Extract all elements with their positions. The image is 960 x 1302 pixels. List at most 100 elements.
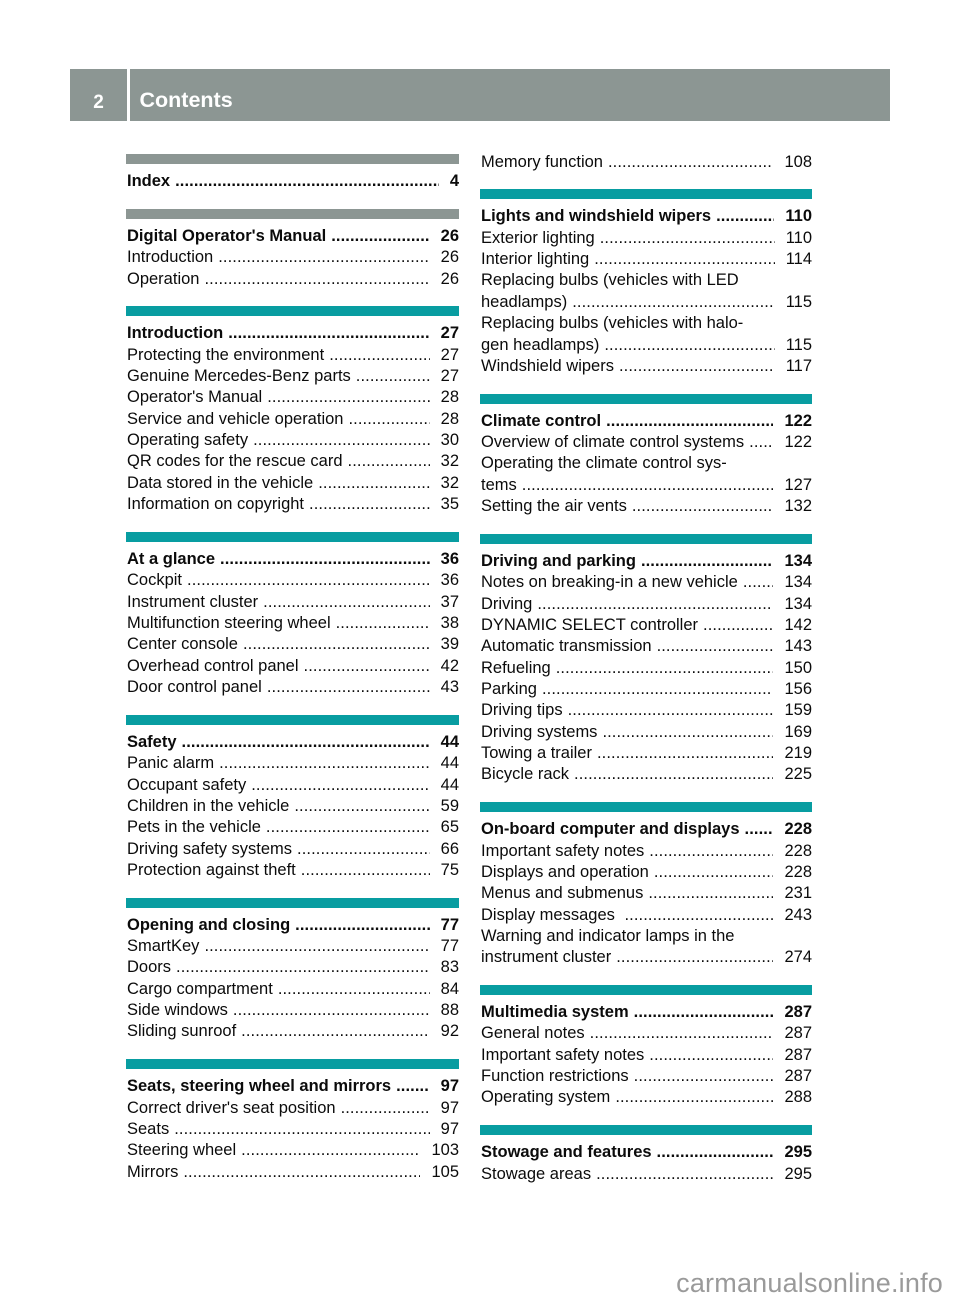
toc-chapter-stowage-and-features[interactable]: Stowage and features....................… xyxy=(480,1142,812,1163)
toc-entry-label: Menus and submenus xyxy=(481,884,644,903)
toc-entry-seats[interactable]: Seats...................................… xyxy=(126,1119,459,1140)
toc-entry-page: 105 xyxy=(431,1162,459,1181)
toc-entry-page: 84 xyxy=(440,979,459,998)
toc-chapter-introduction[interactable]: Introduction............................… xyxy=(126,323,459,344)
toc-section: At a glance.............................… xyxy=(126,531,459,698)
toc-entry-side-windows[interactable]: Side windows............................… xyxy=(126,1000,459,1021)
toc-entry-mirrors[interactable]: Mirrors.................................… xyxy=(126,1162,459,1183)
toc-entry-correct-driver-s-seat-position[interactable]: Correct driver's seat position..........… xyxy=(126,1098,459,1119)
toc-entry-genuine-mercedes-benz-parts[interactable]: Genuine Mercedes-Benz parts.............… xyxy=(126,366,459,387)
toc-chapter-seats-steering-wheel-and-mirrors[interactable]: Seats, steering wheel and mirrors.......… xyxy=(126,1076,459,1097)
toc-entry-instrument-cluster[interactable]: Instrument cluster......................… xyxy=(126,592,459,613)
toc-entry-exterior-lighting[interactable]: Exterior lighting.......................… xyxy=(480,228,812,249)
dot-leader: ........................................… xyxy=(396,1077,430,1096)
toc-entry-operating-the-climate-control-sys-tems[interactable]: Operating the climate control sys-tems..… xyxy=(480,453,812,496)
toc-chapter-digital-operator-s-manual[interactable]: Digital Operator's Manual...............… xyxy=(126,226,459,247)
toc-entry-line: gen headlamps)..........................… xyxy=(480,335,812,356)
toc-chapter-driving-and-parking[interactable]: Driving and parking.....................… xyxy=(480,551,812,572)
toc-entry-general-notes[interactable]: General notes...........................… xyxy=(480,1023,812,1044)
toc-entry-driving-safety-systems[interactable]: Driving safety systems..................… xyxy=(126,839,459,860)
dot-leader: ........................................… xyxy=(181,732,430,751)
toc-entry-driving-tips[interactable]: Driving tips............................… xyxy=(480,700,812,721)
toc-entry-qr-codes-for-the-rescue-card[interactable]: QR codes for the rescue card............… xyxy=(126,451,459,472)
toc-entry-operating-safety[interactable]: Operating safety........................… xyxy=(126,430,459,451)
toc-entry-overhead-control-panel[interactable]: Overhead control panel..................… xyxy=(126,656,459,677)
toc-entry-multifunction-steering-wheel[interactable]: Multifunction steering wheel............… xyxy=(126,613,459,634)
toc-entry-pets-in-the-vehicle[interactable]: Pets in the vehicle.....................… xyxy=(126,817,459,838)
toc-entry-windshield-wipers[interactable]: Windshield wipers.......................… xyxy=(480,356,812,377)
toc-entry-menus-and-submenus[interactable]: Menus and submenus......................… xyxy=(480,883,812,904)
toc-entry-label: Safety xyxy=(127,732,177,751)
toc-entry-display-messages[interactable]: Display messages .......................… xyxy=(480,905,812,926)
toc-entry-line: Instrument cluster......................… xyxy=(126,592,459,613)
toc-entry-important-safety-notes[interactable]: Important safety notes..................… xyxy=(480,841,812,862)
toc-chapter-safety[interactable]: Safety..................................… xyxy=(126,732,459,753)
toc-entry-protecting-the-environment[interactable]: Protecting the environment..............… xyxy=(126,345,459,366)
toc-entry-operator-s-manual[interactable]: Operator's Manual.......................… xyxy=(126,387,459,408)
toc-entry-steering-wheel[interactable]: Steering wheel..........................… xyxy=(126,1140,459,1161)
toc-entry-overview-of-climate-control-systems[interactable]: Overview of climate control systems.....… xyxy=(480,432,812,453)
toc-entry-refueling[interactable]: Refueling...............................… xyxy=(480,658,812,679)
toc-entry-page: 44 xyxy=(440,732,459,751)
toc-entry-interior-lighting[interactable]: Interior lighting.......................… xyxy=(480,249,812,270)
toc-entry-smartkey[interactable]: SmartKey................................… xyxy=(126,936,459,957)
toc-entry-setting-the-air-vents[interactable]: Setting the air vents...................… xyxy=(480,496,812,517)
toc-entry-cargo-compartment[interactable]: Cargo compartment.......................… xyxy=(126,979,459,1000)
toc-entry-panic-alarm[interactable]: Panic alarm.............................… xyxy=(126,753,459,774)
toc-entry-service-and-vehicle-operation[interactable]: Service and vehicle operation...........… xyxy=(126,409,459,430)
toc-chapter-lights-and-windshield-wipers[interactable]: Lights and windshield wipers............… xyxy=(480,206,812,227)
toc-entry-displays-and-operation[interactable]: Displays and operation..................… xyxy=(480,862,812,883)
toc-entry-page: 36 xyxy=(440,549,459,568)
toc-entry-line: Correct driver's seat position..........… xyxy=(126,1098,459,1119)
toc-chapter-opening-and-closing[interactable]: Opening and closing.....................… xyxy=(126,915,459,936)
toc-entry-occupant-safety[interactable]: Occupant safety.........................… xyxy=(126,775,459,796)
toc-entry-data-stored-in-the-vehicle[interactable]: Data stored in the vehicle..............… xyxy=(126,473,459,494)
toc-chapter-index[interactable]: Index...................................… xyxy=(126,171,459,192)
toc-entry-label: Information on copyright xyxy=(127,495,305,514)
toc-entry-function-restrictions[interactable]: Function restrictions...................… xyxy=(480,1066,812,1087)
toc-entry-label: Operating safety xyxy=(127,431,249,450)
toc-entry-page: 287 xyxy=(784,1003,812,1022)
dot-leader: ........................................… xyxy=(241,1022,429,1041)
toc-entry-label: Opening and closing xyxy=(127,915,291,934)
dot-leader: ........................................… xyxy=(277,979,430,998)
toc-entry-line: Refueling...............................… xyxy=(480,658,812,679)
toc-column-right: Memory function.........................… xyxy=(480,152,812,1185)
toc-entry-parking[interactable]: Parking.................................… xyxy=(480,679,812,700)
toc-entry-replacing-bulbs-vehicles-with-halo-gen-headlamps[interactable]: Replacing bulbs (vehicles with halo-gen … xyxy=(480,313,812,356)
toc-entry-notes-on-breaking-in-a-new-vehicle[interactable]: Notes on breaking-in a new vehicle......… xyxy=(480,572,812,593)
toc-entry-protection-against-theft[interactable]: Protection against theft................… xyxy=(126,860,459,881)
toc-entry-stowage-areas[interactable]: Stowage areas...........................… xyxy=(480,1164,812,1185)
toc-entry-important-safety-notes[interactable]: Important safety notes..................… xyxy=(480,1045,812,1066)
toc-chapter-climate-control[interactable]: Climate control.........................… xyxy=(480,411,812,432)
toc-entry-bicycle-rack[interactable]: Bicycle rack............................… xyxy=(480,764,812,785)
toc-entry-information-on-copyright[interactable]: Information on copyright................… xyxy=(126,494,459,515)
toc-entry-memory-function[interactable]: Memory function.........................… xyxy=(480,152,812,173)
toc-entry-driving[interactable]: Driving.................................… xyxy=(480,594,812,615)
toc-entry-towing-a-trailer[interactable]: Towing a trailer........................… xyxy=(480,743,812,764)
toc-entry-operating-system[interactable]: Operating system........................… xyxy=(480,1087,812,1108)
toc-entry-dynamic-select-controller[interactable]: DYNAMIC SELECT controller...............… xyxy=(480,615,812,636)
toc-entry-door-control-panel[interactable]: Door control panel......................… xyxy=(126,677,459,698)
toc-entry-center-console[interactable]: Center console..........................… xyxy=(126,634,459,655)
toc-entry-label: Multimedia system xyxy=(481,1003,629,1022)
toc-entry-line: Protection against theft................… xyxy=(126,860,459,881)
toc-chapter-on-board-computer-and-displays[interactable]: On-board computer and displays..........… xyxy=(480,819,812,840)
dot-leader: ........................................… xyxy=(347,452,430,471)
toc-entry-page: 44 xyxy=(440,754,459,773)
toc-entry-replacing-bulbs-vehicles-with-led-headlamps[interactable]: Replacing bulbs (vehicles with LED headla… xyxy=(480,270,812,313)
toc-entry-introduction[interactable]: Introduction............................… xyxy=(126,247,459,268)
toc-entry-page: 295 xyxy=(784,1143,812,1162)
toc-entry-children-in-the-vehicle[interactable]: Children in the vehicle.................… xyxy=(126,796,459,817)
toc-entry-driving-systems[interactable]: Driving systems.........................… xyxy=(480,722,812,743)
toc-entry-sliding-sunroof[interactable]: Sliding sunroof.........................… xyxy=(126,1021,459,1042)
toc-chapter-at-a-glance[interactable]: At a glance.............................… xyxy=(126,549,459,570)
toc-entry-warning-and-indicator-lamps-in-the-instrument-cluster[interactable]: Warning and indicator lamps in the instru… xyxy=(480,926,812,969)
toc-entry-doors[interactable]: Doors...................................… xyxy=(126,957,459,978)
toc-entry-automatic-transmission[interactable]: Automatic transmission..................… xyxy=(480,636,812,657)
toc-entry-label: Memory function xyxy=(481,152,603,171)
toc-entry-operation[interactable]: Operation...............................… xyxy=(126,269,459,290)
toc-entry-page: 83 xyxy=(440,958,459,977)
toc-chapter-multimedia-system[interactable]: Multimedia system.......................… xyxy=(480,1002,812,1023)
toc-entry-cockpit[interactable]: Cockpit.................................… xyxy=(126,570,459,591)
